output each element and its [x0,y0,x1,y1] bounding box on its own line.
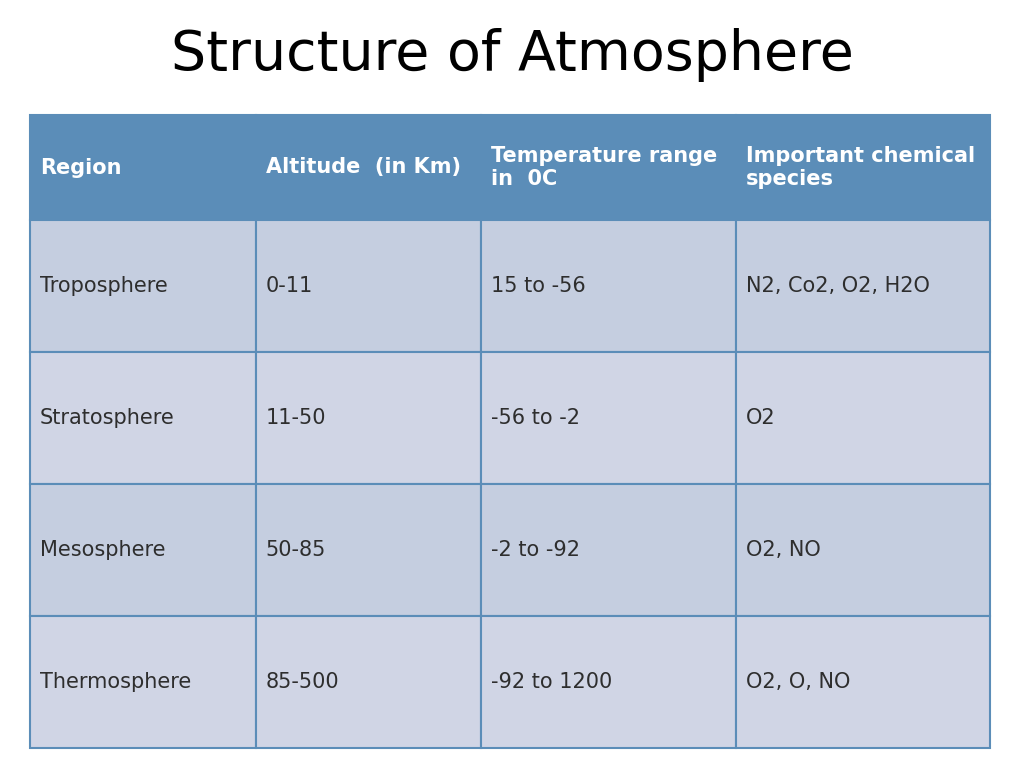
Text: Stratosphere: Stratosphere [40,408,175,428]
Text: 85-500: 85-500 [265,672,339,692]
Text: -92 to 1200: -92 to 1200 [492,672,612,692]
Text: N2, Co2, O2, H2O: N2, Co2, O2, H2O [745,276,930,296]
Bar [256,115,481,220]
Text: Mesosphere: Mesosphere [40,540,166,560]
Text: O2, O, NO: O2, O, NO [745,672,850,692]
Text: 50-85: 50-85 [265,540,326,560]
Bar [30,616,256,748]
Text: -2 to -92: -2 to -92 [492,540,581,560]
Bar [735,616,990,748]
Text: Altitude  (in Km): Altitude (in Km) [265,157,461,177]
Bar [735,220,990,352]
Bar [256,352,481,484]
Bar [30,220,256,352]
Text: O2, NO: O2, NO [745,540,820,560]
Bar [256,484,481,616]
Bar [30,115,256,220]
Text: Region: Region [40,157,122,177]
Text: Important chemical
species: Important chemical species [745,146,975,189]
Text: Temperature range
in  0C: Temperature range in 0C [492,146,718,189]
Bar [30,484,256,616]
Text: 0-11: 0-11 [265,276,313,296]
Bar [481,220,735,352]
Text: 15 to -56: 15 to -56 [492,276,586,296]
Text: O2: O2 [745,408,775,428]
Text: Structure of Atmosphere: Structure of Atmosphere [171,28,853,82]
Text: 11-50: 11-50 [265,408,326,428]
Text: Troposphere: Troposphere [40,276,168,296]
Bar [256,616,481,748]
Bar [735,352,990,484]
Bar [735,115,990,220]
Bar [735,484,990,616]
Bar [481,115,735,220]
Bar [256,220,481,352]
Text: Thermosphere: Thermosphere [40,672,191,692]
Text: -56 to -2: -56 to -2 [492,408,581,428]
Bar [481,616,735,748]
Bar [481,352,735,484]
Bar [481,484,735,616]
Bar [30,352,256,484]
